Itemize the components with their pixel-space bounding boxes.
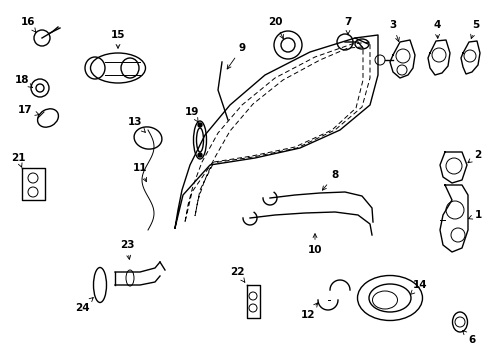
Text: 9: 9 — [227, 43, 245, 69]
Text: 15: 15 — [110, 30, 125, 48]
Text: 6: 6 — [462, 330, 475, 345]
Text: 14: 14 — [409, 280, 427, 295]
Text: 7: 7 — [344, 17, 351, 34]
Text: 16: 16 — [20, 17, 36, 32]
Text: 5: 5 — [470, 20, 479, 39]
Circle shape — [198, 153, 202, 157]
Text: 13: 13 — [127, 117, 145, 132]
Text: 18: 18 — [15, 75, 32, 87]
Text: 20: 20 — [267, 17, 283, 39]
Text: 4: 4 — [432, 20, 440, 38]
Text: 24: 24 — [75, 297, 93, 313]
Text: 19: 19 — [184, 107, 199, 122]
Text: 2: 2 — [467, 150, 481, 163]
Text: 22: 22 — [229, 267, 244, 282]
Text: 1: 1 — [468, 210, 481, 220]
Circle shape — [198, 123, 202, 127]
Text: 11: 11 — [132, 163, 147, 182]
Text: 8: 8 — [322, 170, 338, 190]
Text: 10: 10 — [307, 234, 322, 255]
Text: 23: 23 — [120, 240, 134, 259]
Text: 21: 21 — [11, 153, 25, 167]
Text: 17: 17 — [18, 105, 39, 115]
Text: 3: 3 — [388, 20, 399, 41]
Text: 12: 12 — [300, 303, 317, 320]
